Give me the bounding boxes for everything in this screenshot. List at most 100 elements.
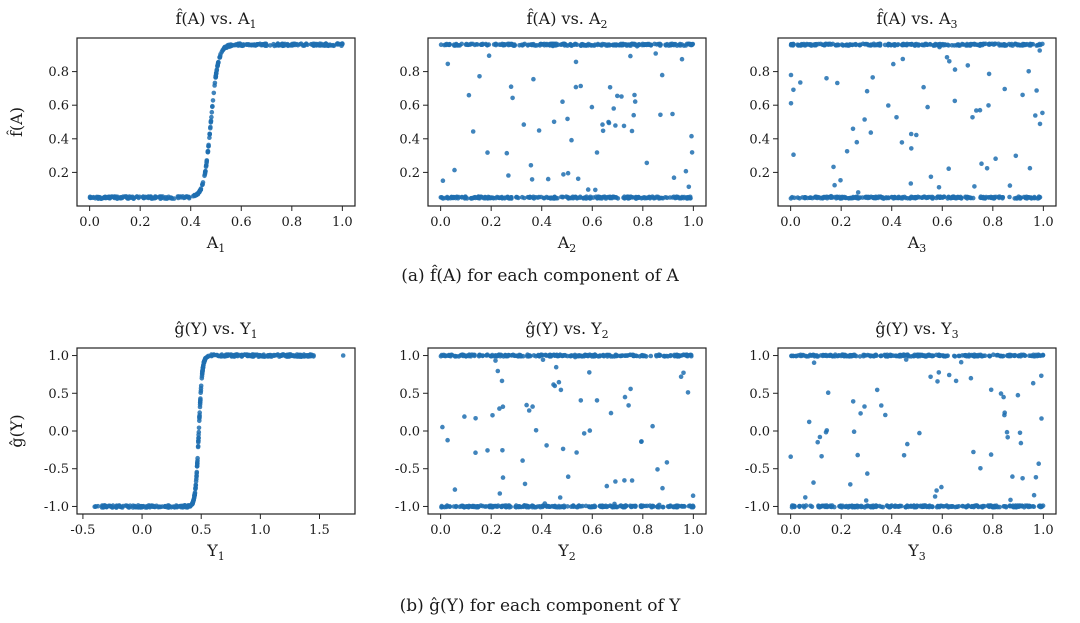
data-point — [551, 119, 557, 125]
data-point — [848, 503, 853, 509]
data-point — [608, 195, 613, 200]
data-point — [456, 354, 462, 359]
data-point — [614, 195, 619, 200]
data-point — [499, 378, 505, 384]
x-tick-label: 0.5 — [191, 523, 212, 538]
data-point — [125, 196, 130, 201]
data-point — [660, 504, 666, 510]
data-point — [197, 402, 203, 407]
data-point — [209, 109, 215, 115]
data-point — [1018, 440, 1024, 446]
data-point — [798, 80, 803, 85]
chart-panel-3: 0.0 0.2 0.4 0.6 0.8 1.0 0.2 0.4 0.6 0.8 f̂(A) vs. … — [749, 9, 1057, 255]
data-point — [282, 43, 287, 48]
data-point — [621, 123, 627, 129]
data-point — [477, 74, 482, 79]
data-point — [573, 84, 579, 90]
data-point — [581, 431, 587, 436]
data-point — [832, 182, 837, 188]
data-point — [909, 194, 914, 200]
data-point — [574, 450, 579, 455]
data-point — [1026, 69, 1031, 74]
data-point — [211, 90, 217, 96]
data-point — [150, 504, 156, 510]
data-point — [812, 354, 817, 359]
data-point — [811, 480, 816, 485]
data-point — [196, 425, 202, 431]
data-point — [500, 42, 506, 47]
data-point — [545, 176, 551, 182]
data-point — [1039, 416, 1044, 421]
data-point — [194, 192, 200, 197]
data-point — [855, 190, 861, 195]
data-point — [660, 485, 665, 491]
data-point — [1031, 492, 1037, 498]
data-point — [271, 41, 276, 47]
data-point — [1034, 88, 1039, 93]
data-point — [963, 504, 969, 510]
data-point — [295, 42, 301, 48]
data-point — [900, 56, 906, 62]
data-point — [644, 160, 650, 166]
data-point — [594, 150, 600, 155]
data-point — [892, 504, 897, 509]
data-point — [516, 195, 521, 201]
data-point — [958, 359, 964, 365]
data-point — [807, 195, 813, 201]
data-point — [1031, 504, 1037, 510]
y-tick-label: 1.0 — [399, 349, 420, 364]
data-point — [991, 196, 997, 201]
data-point — [824, 504, 830, 510]
chart-panel-5: 0.0 0.2 0.4 0.6 0.8 1.0 -1.0 -0.5 0.0 0.5 1.0 ĝ(Y) … — [395, 319, 707, 563]
data-point — [828, 352, 833, 358]
x-axis-label: A2 — [557, 233, 577, 255]
data-point — [978, 466, 983, 471]
data-point — [946, 166, 951, 171]
data-point — [883, 412, 888, 418]
data-point — [603, 503, 608, 509]
data-point — [565, 43, 570, 48]
data-point — [644, 503, 650, 509]
data-point — [907, 42, 912, 47]
x-tick-label: 0.2 — [481, 215, 502, 230]
data-point — [855, 452, 860, 458]
data-point — [939, 484, 944, 490]
data-point — [628, 53, 633, 59]
data-point — [198, 386, 204, 391]
data-point — [674, 353, 680, 359]
data-point — [679, 56, 685, 62]
data-point — [828, 193, 834, 199]
data-point — [520, 458, 525, 463]
data-point — [442, 42, 447, 48]
data-point — [560, 195, 566, 200]
data-point — [801, 353, 807, 358]
data-point — [193, 482, 199, 488]
data-point — [820, 42, 825, 47]
data-point — [496, 353, 501, 358]
data-point — [587, 370, 592, 375]
data-point — [235, 41, 241, 47]
data-point — [862, 117, 867, 122]
data-point — [788, 454, 793, 460]
data-point — [598, 503, 603, 509]
data-point — [1000, 195, 1005, 200]
data-point — [632, 99, 638, 104]
data-point — [149, 195, 154, 200]
data-point — [850, 126, 856, 132]
data-point — [517, 43, 522, 48]
data-point — [1007, 503, 1013, 509]
x-tick-label: 1.0 — [1033, 215, 1054, 230]
data-point — [569, 137, 574, 143]
data-point — [600, 353, 605, 358]
data-point — [902, 194, 907, 200]
data-point — [508, 195, 514, 201]
data-point — [802, 195, 808, 200]
data-point — [932, 494, 938, 499]
data-point — [257, 41, 263, 47]
data-point — [911, 504, 917, 510]
data-point — [452, 353, 458, 359]
data-point — [791, 503, 796, 509]
data-point — [600, 122, 605, 127]
data-point — [498, 504, 504, 509]
data-point — [1014, 41, 1019, 47]
